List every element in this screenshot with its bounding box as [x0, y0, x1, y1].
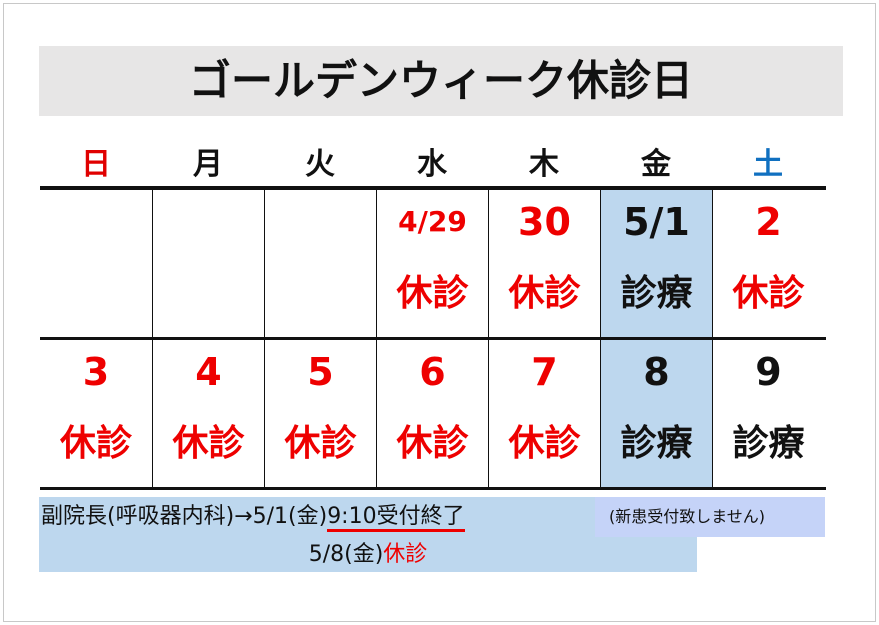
notice-emphasis: 9:10受付終了 [327, 504, 465, 532]
day-status: 休診 [732, 273, 805, 314]
notice-prefix-2: 5/8(金) [308, 542, 384, 567]
notice-line-1: 副院長(呼吸器内科)→5/1(金)9:10受付終了 (新患受付致しません) [39, 497, 825, 537]
weekday-label: 水 [417, 147, 447, 182]
day-date: 7 [531, 350, 558, 394]
day-date: 5 [307, 350, 334, 394]
calendar-day: 7 休診 [488, 340, 600, 487]
notice-closed: 休診 [383, 542, 428, 567]
day-date: 3 [82, 350, 110, 394]
day-date: 5/1 [623, 200, 690, 244]
calendar-day: 6 休診 [376, 340, 488, 487]
weekday-label: 金 [641, 147, 671, 182]
day-status: 診療 [620, 423, 693, 464]
calendar-week: 4/29 休診 30 休診 5/1 診療 2 休診 [40, 190, 826, 340]
page-frame [3, 3, 876, 622]
day-status: 休診 [284, 423, 357, 464]
calendar-day: 4/29 休診 [376, 190, 488, 337]
notice-note: (新患受付致しません) [595, 497, 825, 537]
day-status: 休診 [59, 423, 132, 464]
calendar-day [152, 190, 264, 337]
weekday-label: 月 [193, 147, 223, 182]
weekday-label: 木 [529, 147, 559, 182]
day-status: 診療 [732, 423, 805, 464]
day-status: 休診 [508, 423, 581, 464]
day-date: 6 [419, 350, 446, 394]
calendar-day: 5 休診 [264, 340, 376, 487]
calendar-day [40, 190, 152, 337]
calendar-day [264, 190, 376, 337]
calendar-day: 3 休診 [40, 340, 152, 487]
day-date: 8 [643, 350, 670, 394]
weekday-label: 日 [81, 147, 111, 182]
day-status: 休診 [508, 273, 581, 314]
day-status: 休診 [172, 423, 245, 464]
day-date: 4 [195, 350, 222, 394]
calendar-day: 2 休診 [712, 190, 824, 337]
page-title: ゴールデンウィーク休診日 [39, 46, 843, 116]
day-date: 30 [518, 200, 571, 244]
calendar-week: 3 休診 4 休診 5 休診 6 休診 7 休診 8 診療 9 診療 [40, 340, 826, 490]
day-status: 休診 [396, 423, 469, 464]
day-status: 診療 [620, 273, 693, 314]
calendar-grid: 日 月 火 水 木 金 土 4/29 休診 30 休診 5/1 診療 2 休診 3 休診 4 休診 5 休診 6 休診 7 休… [40, 140, 826, 490]
calendar-day: 9 診療 [712, 340, 824, 487]
weekday-label: 火 [305, 147, 335, 182]
day-status: 休診 [396, 273, 469, 314]
weekday-label: 土 [753, 147, 783, 182]
notice-line-2: 5/8(金)休診 [39, 537, 697, 572]
calendar-day: 30 休診 [488, 190, 600, 337]
day-date: 2 [755, 200, 782, 244]
notice-prefix: 副院長(呼吸器内科)→5/1(金) [41, 504, 328, 529]
calendar-day: 5/1 診療 [600, 190, 712, 337]
calendar-day: 8 診療 [600, 340, 712, 487]
calendar-day: 4 休診 [152, 340, 264, 487]
day-date: 4/29 [398, 205, 467, 238]
day-date: 9 [755, 350, 782, 394]
weekday-header: 日月火水木金土 [40, 140, 826, 190]
